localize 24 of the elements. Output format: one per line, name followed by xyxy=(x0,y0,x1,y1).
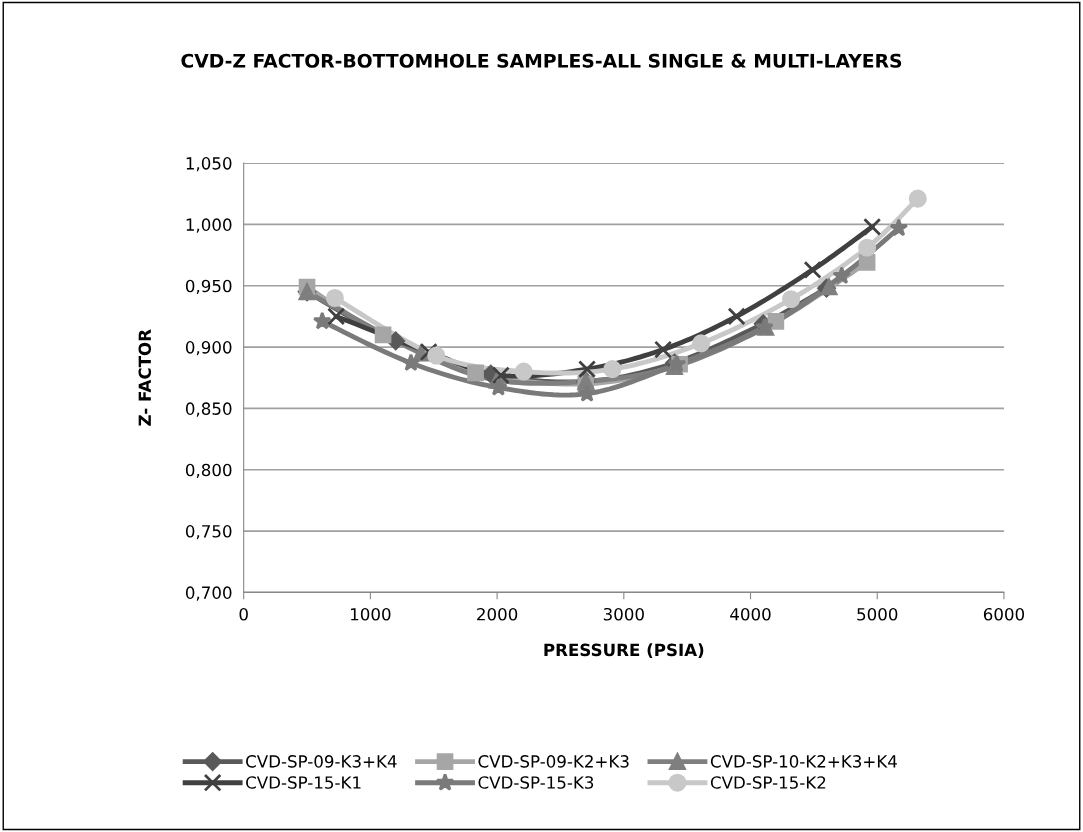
legend-label: CVD-SP-15-K2 xyxy=(710,776,826,789)
y-axis-title: Z- FACTOR xyxy=(138,329,152,426)
y-tick-label: 0,750 xyxy=(185,525,232,540)
x-tick-label: 0 xyxy=(239,607,248,621)
y-tick-label: 0,800 xyxy=(185,463,232,478)
x-tick-label: 4000 xyxy=(730,607,771,621)
y-tick-label: 0,950 xyxy=(185,279,232,294)
y-tick-label: 0,700 xyxy=(185,586,232,601)
legend-label: CVD-SP-09-K3+K4 xyxy=(246,755,397,768)
x-tick-label: 6000 xyxy=(983,607,1025,621)
legend-label: CVD-SP-10-K2+K3+K4 xyxy=(710,755,897,768)
legend-label: CVD-SP-15-K1 xyxy=(246,776,361,789)
chart-title: CVD-Z FACTOR-BOTTOMHOLE SAMPLES-ALL SINGLE & MULTI-LAYERS xyxy=(181,53,902,68)
legend-label: CVD-SP-09-K2+K3 xyxy=(478,755,629,768)
y-tick-label: 1,050 xyxy=(186,157,232,172)
x-tick-label: 3000 xyxy=(603,607,644,621)
y-tick-label: 0,850 xyxy=(185,402,232,417)
y-tick-label: 0,900 xyxy=(185,341,232,356)
legend-label: CVD-SP-15-K3 xyxy=(478,776,594,789)
y-tick-label: 1,000 xyxy=(186,218,232,233)
x-tick-label: 2000 xyxy=(477,607,518,621)
x-tick-label: 1000 xyxy=(351,607,391,621)
x-tick-label: 5000 xyxy=(857,607,898,621)
x-axis-title: PRESSURE (PSIA) xyxy=(544,643,704,659)
